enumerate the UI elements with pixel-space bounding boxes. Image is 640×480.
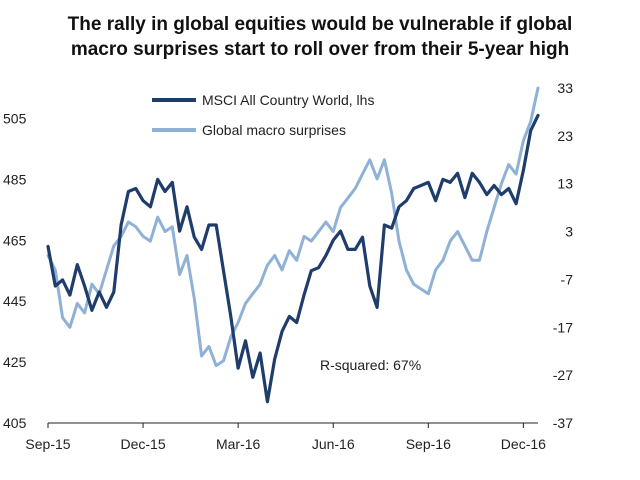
- chart-lines: [46, 86, 540, 404]
- legend-label-macro-surprises: Global macro surprises: [202, 122, 346, 138]
- x-tick-label: Dec-15: [121, 436, 166, 452]
- chart-title-line-1: The rally in global equities would be vu…: [67, 14, 573, 35]
- right-tick-label: 13: [557, 176, 573, 192]
- x-tick-label: Dec-16: [501, 436, 546, 452]
- r-squared-annotation: R-squared: 67%: [320, 357, 421, 373]
- left-tick-label: 405: [3, 415, 27, 431]
- chart-title-line-2: macro surprises start to roll over from …: [70, 39, 570, 60]
- left-tick-label: 465: [3, 232, 27, 248]
- legend-label-msci: MSCI All Country World, lhs: [202, 92, 374, 108]
- x-tick-label: Jun-16: [312, 436, 355, 452]
- right-tick-label: 23: [557, 128, 573, 144]
- series-line-msci: [46, 113, 540, 404]
- right-tick-label: -37: [553, 415, 573, 431]
- series-line-macro-surprises: [46, 86, 540, 368]
- x-tick-label: Sep-15: [25, 436, 70, 452]
- left-tick-label: 505: [3, 110, 27, 126]
- right-tick-label: -17: [553, 319, 573, 335]
- right-tick-label: -7: [561, 271, 574, 287]
- right-tick-label: 33: [557, 80, 573, 96]
- chart-axes: Sep-15 Dec-15 Mar-16 Jun-16 Sep-16 Dec-16 405 4…: [3, 80, 573, 452]
- right-tick-label: -27: [553, 367, 573, 383]
- left-tick-label: 485: [3, 171, 27, 187]
- chart-legend: MSCI All Country World, lhs Global macro …: [152, 92, 374, 138]
- right-tick-label: 3: [565, 224, 573, 240]
- left-tick-label: 445: [3, 293, 27, 309]
- x-tick-label: Mar-16: [216, 436, 261, 452]
- x-tick-label: Sep-16: [406, 436, 451, 452]
- chart-title: The rally in global equities would be vu…: [0, 12, 640, 62]
- left-tick-label: 425: [3, 354, 27, 370]
